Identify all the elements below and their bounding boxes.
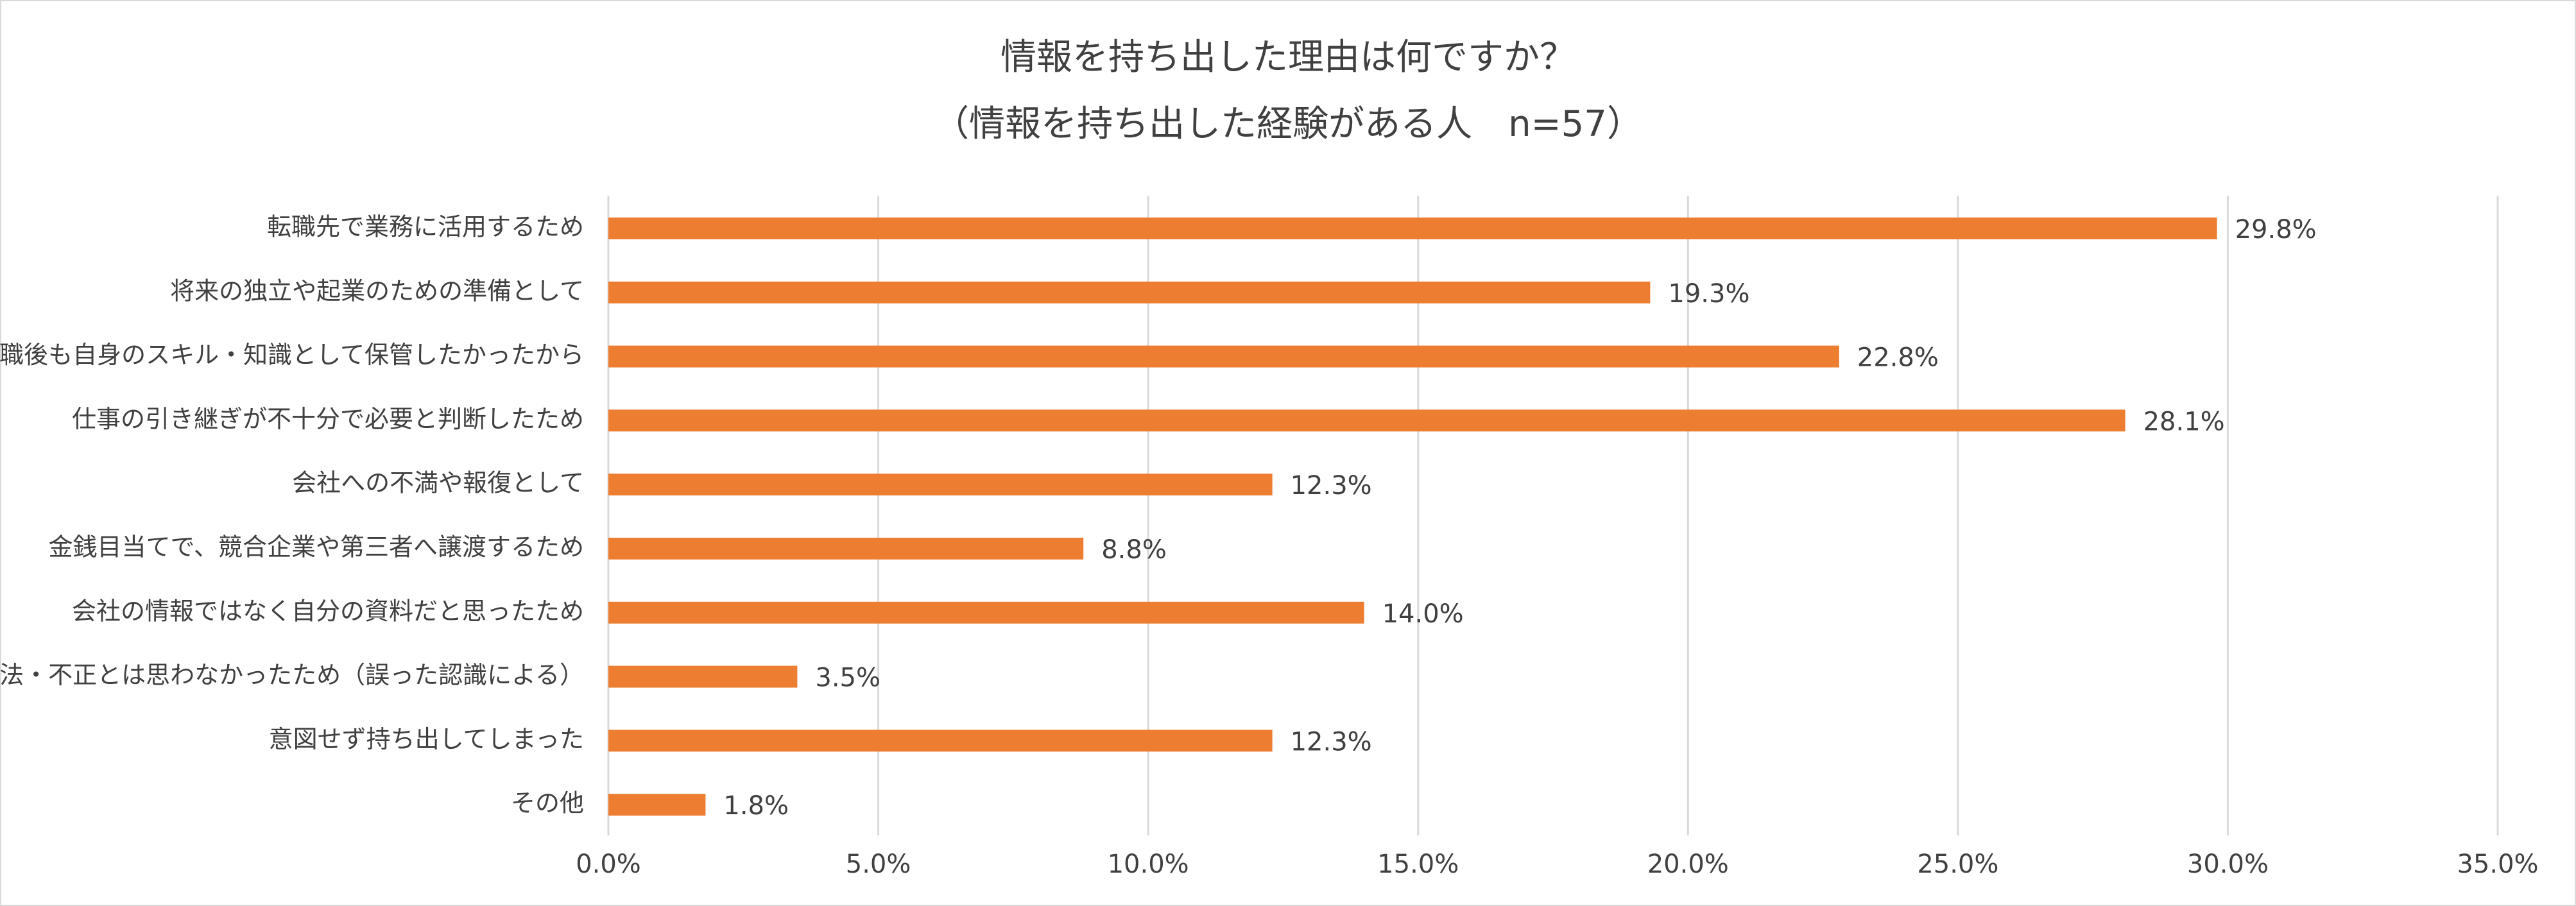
value-labels: 29.8% 19.3% 22.8% 28.1% 12.3% 8.8% 14.0% 3.5% 12… — [723, 215, 2316, 821]
x-tick-label: 20.0% — [1647, 850, 1729, 879]
bars — [608, 218, 2217, 816]
bar — [608, 665, 798, 688]
bar — [608, 794, 706, 816]
category-label: 会社の情報ではなく自分の資料だと思ったため — [72, 597, 584, 625]
x-tick-label: 35.0% — [2457, 850, 2538, 879]
x-axis-ticks: 0.0% 5.0% 10.0% 15.0% 20.0% 25.0% 30.0% 35.0% — [576, 850, 2538, 879]
category-label: 違法・不正とは思わなかったため（誤った認識による） — [0, 661, 584, 689]
category-label: 意図せず持ち出してしまった — [269, 725, 584, 753]
value-label: 12.3% — [1291, 471, 1372, 500]
value-label: 28.1% — [2143, 407, 2225, 436]
value-label: 19.3% — [1668, 279, 1749, 309]
category-labels: 転職先で業務に活用するため将来の独立や起業のための準備として退職後も自身のスキル… — [0, 213, 584, 817]
category-label: 将来の独立や起業のための準備として — [170, 277, 584, 305]
category-label: その他 — [511, 789, 584, 817]
value-label: 14.0% — [1382, 599, 1464, 629]
bar — [608, 601, 1364, 624]
value-label: 8.8% — [1101, 535, 1167, 565]
chart-title: 情報を持ち出した理由は何ですか？ — [1000, 37, 1576, 78]
category-label: 金銭目当てで、競合企業や第三者へ譲渡するため — [49, 533, 584, 561]
bar — [608, 409, 2125, 432]
bar — [608, 345, 1839, 368]
value-label: 12.3% — [1291, 727, 1372, 756]
category-label: 会社への不満や報復として — [292, 469, 584, 497]
bar — [608, 218, 2217, 239]
category-label: 転職先で業務に活用するため — [267, 213, 584, 241]
value-label: 1.8% — [723, 791, 789, 821]
chart-subtitle: （情報を持ち出した経験がある人 n=57） — [933, 103, 1643, 145]
category-label: 仕事の引き継ぎが不十分で必要と判断したため — [72, 405, 584, 433]
bar — [608, 730, 1273, 752]
category-label: 退職後も自身のスキル・知識として保管したかったから — [0, 341, 584, 369]
value-label: 3.5% — [815, 663, 880, 693]
x-tick-label: 10.0% — [1108, 850, 1189, 879]
x-tick-label: 0.0% — [576, 850, 641, 879]
bar — [608, 474, 1273, 496]
x-tick-label: 5.0% — [846, 850, 911, 879]
bar — [608, 538, 1084, 560]
x-tick-label: 25.0% — [1917, 850, 1998, 879]
bar — [608, 281, 1651, 303]
x-tick-label: 30.0% — [2187, 850, 2269, 879]
value-label: 22.8% — [1857, 343, 1939, 373]
x-tick-label: 15.0% — [1377, 850, 1459, 879]
value-label: 29.8% — [2235, 215, 2317, 244]
